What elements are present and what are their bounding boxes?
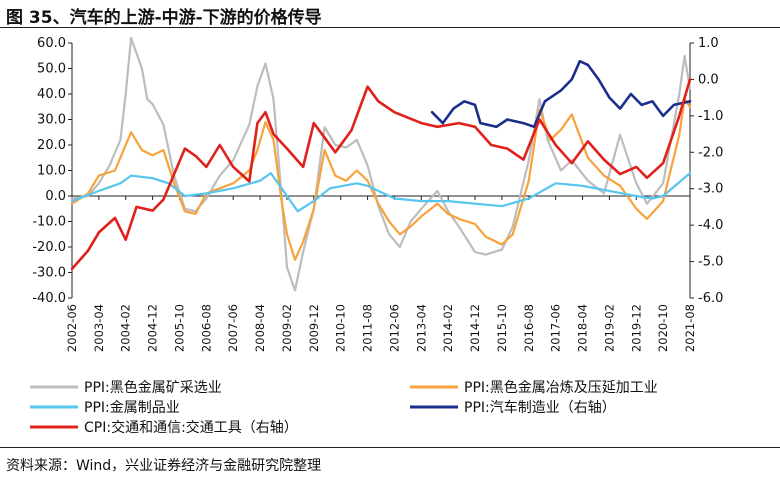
x-tick-label: 2005-10: [172, 304, 186, 352]
legend-label-ppi_metal_products: PPI:金属制品业: [84, 400, 180, 416]
series-line-ppi_ferrous_mining: [70, 36, 692, 292]
x-tick-label: 2011-08: [361, 304, 375, 352]
x-tick-label: 2014-02: [441, 304, 455, 352]
x-tick-label: 2003-04: [92, 304, 106, 352]
chart-axes: 60.0 50.0 40.0 30.0 20.0 10.0 0.0 -10.0 -20.0 -30…: [32, 36, 723, 352]
x-tick-label: 2002-06: [65, 304, 79, 352]
x-tick-label: 2021-08: [683, 304, 697, 352]
y-right-tick-label: -2.0: [698, 145, 723, 160]
footer-rule: [0, 447, 780, 448]
y-left-tick-label: -40.0: [32, 291, 66, 306]
y-left-tick-label: 10.0: [37, 164, 66, 179]
y-left-tick-label: -10.0: [32, 215, 66, 230]
chart-title: 图 35、汽车的上游-中游-下游的价格传导: [6, 8, 322, 28]
legend-label-cpi_transport: CPI:交通和通信:交通工具（右轴）: [84, 419, 298, 436]
x-tick-label: 2015-10: [495, 304, 509, 352]
series-line-cpi_transport: [70, 78, 692, 271]
series-line-ppi_auto: [430, 59, 692, 129]
chart-series: [70, 36, 692, 292]
y-left-tick-label: 40.0: [37, 87, 66, 102]
source-note: 资料来源：Wind，兴业证券经济与金融研究院整理: [6, 458, 322, 474]
x-tick-label: 2009-12: [307, 304, 321, 352]
y-right-tick-label: -3.0: [698, 182, 723, 197]
y-right-tick-label: 1.0: [698, 36, 719, 51]
x-tick-label: 2016-08: [522, 304, 536, 352]
y-right-tick-label: -6.0: [698, 291, 723, 306]
y-right-tick-label: -1.0: [698, 109, 723, 124]
y-left-tick-label: 30.0: [37, 113, 66, 128]
y-left-tick-label: -20.0: [32, 240, 66, 255]
x-tick-label: 2007-06: [226, 304, 240, 352]
x-tick-label: 2012-06: [387, 304, 401, 352]
y-left-tick-label: 20.0: [37, 138, 66, 153]
y-left-tick-label: 50.0: [37, 62, 66, 77]
x-tick-label: 2018-04: [576, 304, 590, 352]
x-tick-label: 2013-04: [414, 304, 428, 352]
series-line-ppi_metal_products: [70, 172, 692, 213]
x-tick-label: 2004-12: [146, 304, 160, 352]
x-tick-label: 2004-02: [119, 304, 133, 352]
legend-label-ppi_ferrous_mining: PPI:黑色金属矿采选业: [84, 379, 222, 396]
series-line-ppi_ferrous_smelting: [70, 97, 692, 261]
x-tick-label: 2017-06: [549, 304, 563, 352]
x-tick-label: 2010-10: [334, 304, 348, 352]
y-right-tick-label: -4.0: [698, 218, 723, 233]
x-tick-label: 2014-12: [468, 304, 482, 352]
y-right-tick-label: -5.0: [698, 255, 723, 270]
x-tick-label: 2006-08: [199, 304, 213, 352]
x-tick-label: 2008-04: [253, 304, 267, 352]
x-tick-label: 2009-02: [280, 304, 294, 352]
y-left-tick-label: 60.0: [37, 36, 66, 51]
y-left-tick-label: -30.0: [32, 266, 66, 281]
x-tick-label: 2020-10: [656, 304, 670, 352]
x-tick-label: 2019-12: [629, 304, 643, 352]
y-right-tick-label: 0.0: [698, 72, 719, 87]
title-rule: [0, 27, 780, 28]
y-left-tick-label: 0.0: [45, 189, 66, 204]
legend-label-ppi_auto: PPI:汽车制造业（右轴）: [464, 399, 616, 416]
x-tick-label: 2019-02: [602, 304, 616, 352]
legend-label-ppi_ferrous_smelting: PPI:黑色金属冶炼及压延加工业: [464, 379, 658, 396]
chart-legend: PPI:黑色金属矿采选业 PPI:黑色金属冶炼及压延加工业 PPI:金属制品业 PPI…: [30, 379, 658, 436]
